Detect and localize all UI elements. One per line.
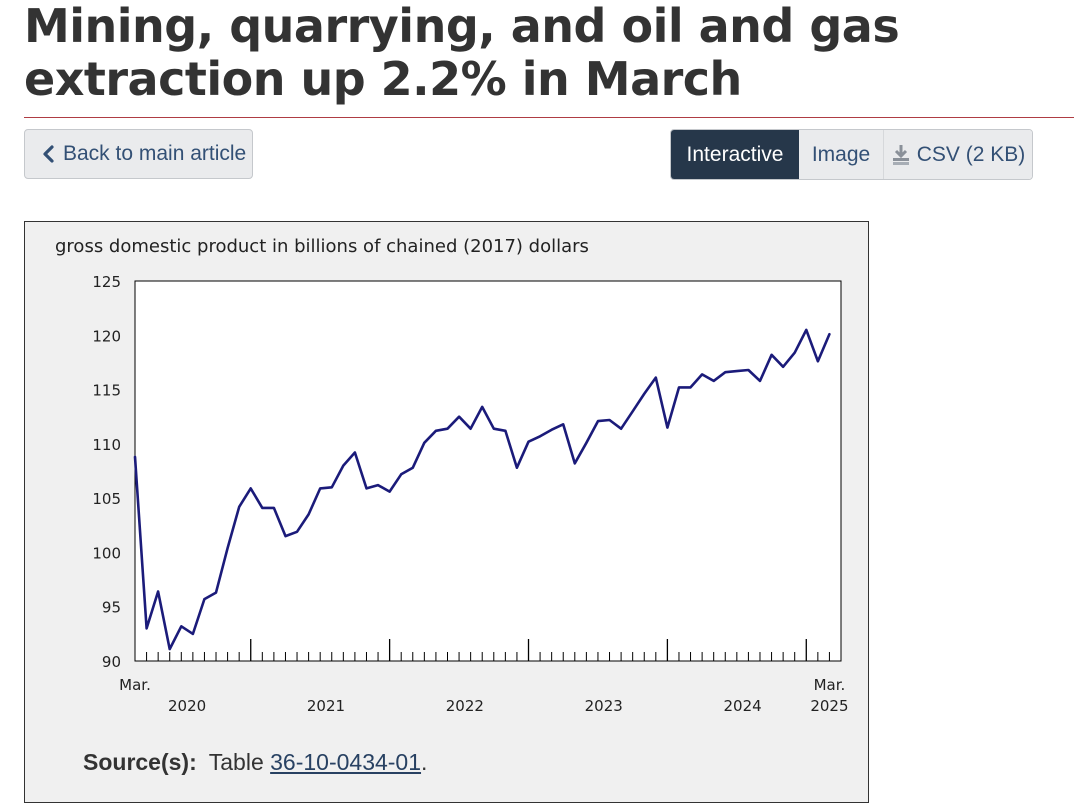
- x-year-label: 2020: [168, 697, 206, 715]
- page-title: Mining, quarrying, and oil and gas extra…: [24, 0, 900, 106]
- x-endpoint-year-label: 2025: [810, 697, 848, 715]
- plot-area: [134, 280, 842, 662]
- source-table-link[interactable]: 36-10-0434-01: [270, 749, 422, 775]
- csv-download-button[interactable]: CSV (2 KB): [884, 130, 1032, 179]
- y-axis-ticks: 90 95 100 105 110 115 120 125: [92, 273, 121, 671]
- x-endpoint-month-label: Mar.: [814, 676, 846, 694]
- source-prefix: Table: [208, 749, 264, 775]
- source-note: Source(s): Table 36-10-0434-01.: [83, 749, 427, 776]
- download-icon: [892, 144, 909, 165]
- interactive-view-button[interactable]: Interactive: [671, 130, 799, 179]
- chart-panel: gross domestic product in billions of ch…: [24, 221, 869, 803]
- back-button-label: Back to main article: [63, 142, 247, 165]
- source-label: Source(s):: [83, 749, 197, 775]
- x-axis-labels: 2020 2021 2022 2023 2024 Mar. Mar. 2025: [119, 676, 848, 715]
- chevron-left-icon: [43, 145, 54, 163]
- y-tick-label: 95: [102, 599, 121, 617]
- x-year-label: 2022: [446, 697, 484, 715]
- x-year-label: 2021: [307, 697, 345, 715]
- y-tick-label: 100: [92, 544, 121, 562]
- y-tick-label: 120: [92, 327, 121, 345]
- y-tick-label: 110: [92, 436, 121, 454]
- y-tick-label: 90: [102, 653, 121, 671]
- gdp-line-chart: gross domestic product in billions of ch…: [55, 236, 849, 715]
- source-suffix: .: [421, 749, 428, 775]
- y-tick-label: 125: [92, 273, 121, 291]
- title-divider: [24, 117, 1074, 118]
- x-year-label: 2023: [585, 697, 623, 715]
- csv-button-label: CSV (2 KB): [916, 142, 1026, 166]
- x-axis-ticks: [146, 639, 830, 661]
- y-axis-label: gross domestic product in billions of ch…: [55, 236, 589, 257]
- y-tick-label: 115: [92, 382, 121, 400]
- image-view-button[interactable]: Image: [799, 130, 884, 179]
- back-to-article-button[interactable]: Back to main article: [24, 129, 253, 179]
- y-tick-label: 105: [92, 490, 121, 508]
- chart-view-switcher: Interactive Image CSV (2 KB): [670, 129, 1033, 180]
- series-group: [133, 328, 831, 651]
- x-year-label: 2024: [724, 697, 762, 715]
- x-endpoint-month-label: Mar.: [119, 676, 151, 694]
- series-line: [133, 328, 831, 651]
